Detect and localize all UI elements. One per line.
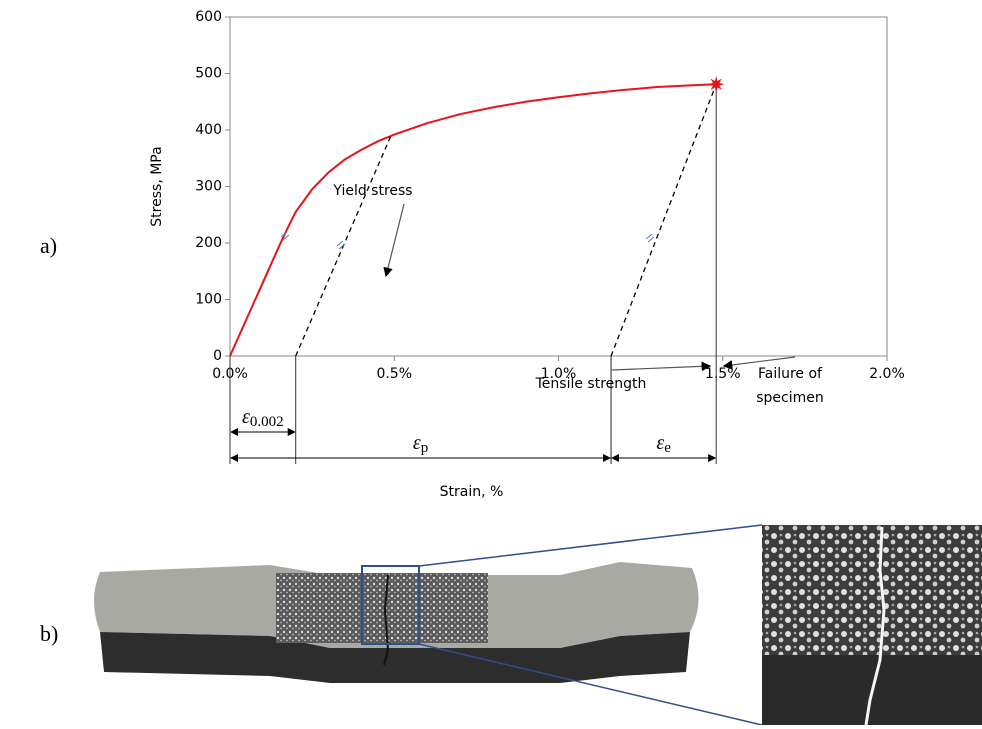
y-tick-label: 500 [195, 66, 222, 82]
tick-marks [280, 231, 655, 250]
subscript: e [664, 440, 671, 456]
x-tick-label: 0.5% [376, 366, 412, 382]
curve [229, 83, 717, 357]
annotation: Failure of [758, 366, 823, 382]
dimension-label: εe [656, 432, 671, 457]
panel-label: a) [40, 233, 57, 258]
plot-frame [229, 16, 888, 357]
subscript: 0.002 [250, 414, 284, 430]
x-tick-label: 1.5% [705, 366, 741, 382]
failure-marker [708, 76, 725, 93]
annotation-arrow [611, 361, 712, 372]
x-tick-label: 1.0% [541, 366, 577, 382]
subscript: p [421, 440, 429, 456]
construction-line [610, 84, 717, 357]
symbol: ε [242, 406, 250, 428]
y-tick-label: 400 [195, 122, 222, 138]
x-tick-label: 2.0% [869, 366, 905, 382]
y-tick-label: 0 [213, 348, 222, 364]
annotation: Tensile strength [535, 376, 647, 392]
y-tick-label: 100 [195, 292, 222, 308]
symbol: ε [413, 432, 421, 454]
dimension-label: ε0.002 [242, 406, 284, 431]
dimension-label: εp [413, 432, 428, 457]
y-tick-label: 300 [195, 179, 222, 195]
annotation-arrow [722, 356, 796, 370]
annotation: specimen [756, 390, 824, 406]
y-tick-label: 200 [195, 235, 222, 251]
annotation: Yield stress [332, 183, 412, 199]
y-tick-label: 600 [195, 9, 222, 25]
specimen-photo [94, 524, 982, 726]
symbol: ε [656, 432, 664, 454]
panel-label: b) [40, 621, 58, 646]
annotation-arrow [383, 203, 405, 278]
y-axis-label: Stress, MPa [149, 146, 165, 226]
x-axis-label: Strain, % [440, 484, 504, 500]
